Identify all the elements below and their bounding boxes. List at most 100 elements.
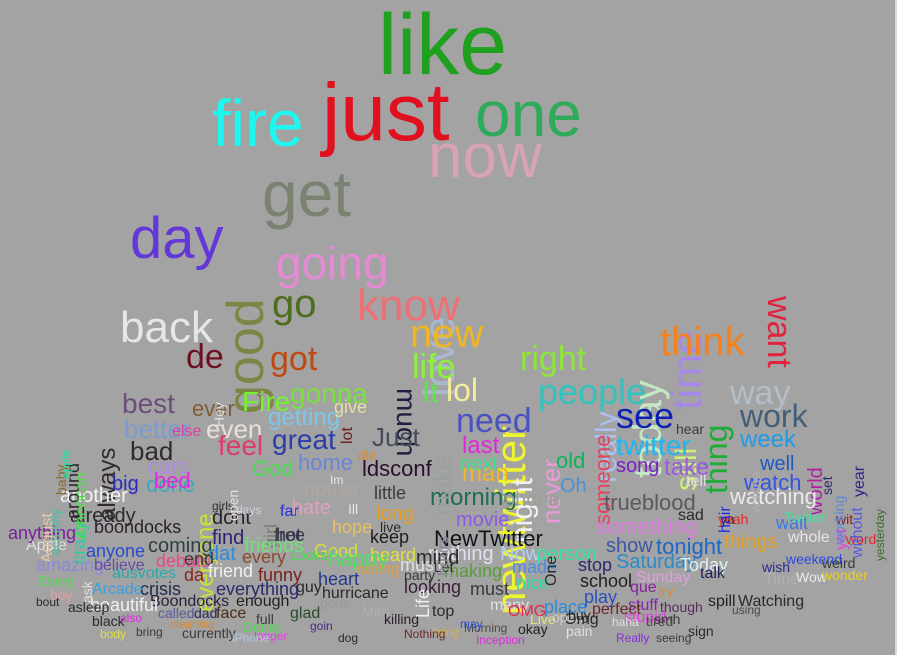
word-3: one — [475, 78, 582, 150]
word-60: take — [664, 454, 710, 481]
word-197: hair — [717, 506, 734, 533]
word-72: God — [252, 456, 294, 481]
word-168: person — [536, 543, 598, 565]
word-64: phone — [504, 489, 560, 511]
word-31: It — [422, 376, 439, 409]
word-135: wish — [762, 559, 791, 575]
word-153: dont — [212, 507, 251, 529]
word-172: One — [543, 555, 560, 586]
word-143: cars — [148, 454, 190, 479]
word-110: play — [584, 587, 618, 607]
word-239: open — [225, 489, 241, 521]
word-226: Live — [530, 611, 556, 627]
word-59: song — [616, 455, 660, 477]
word-162: dat — [208, 543, 236, 565]
word-1: just — [322, 67, 450, 158]
word-156: live — [380, 519, 402, 535]
word-76: boondocks — [94, 517, 182, 537]
word-175: OMG — [508, 603, 547, 620]
word-136: weekend — [786, 551, 843, 567]
word-9: going — [276, 237, 389, 289]
word-223: iPhone — [232, 631, 270, 645]
word-123: full — [256, 611, 274, 627]
word-125: goin — [310, 619, 333, 633]
word-203: Let — [434, 559, 454, 575]
word-85: Good — [314, 541, 359, 561]
word-193: working — [831, 495, 847, 544]
word-108: looking — [404, 577, 462, 597]
word-28: way — [730, 374, 791, 412]
word-36: see — [616, 395, 675, 436]
word-38: need — [456, 402, 532, 440]
word-161: happy — [328, 546, 388, 571]
word-186: tell — [686, 473, 707, 490]
word-217: also — [120, 611, 143, 625]
word-95: heart — [318, 569, 360, 589]
word-92: debate — [156, 551, 212, 571]
word-105: everything — [216, 579, 300, 599]
word-86: hot — [276, 525, 302, 545]
word-152: apple — [59, 449, 73, 479]
word-194: set — [819, 476, 835, 495]
word-88: things — [724, 531, 778, 553]
word-103: crisis — [140, 579, 181, 599]
word-158: hate — [292, 497, 331, 519]
word-238: days — [236, 503, 262, 517]
word-109: must — [470, 579, 510, 599]
word-18: new — [410, 312, 484, 356]
word-199: lot — [339, 427, 356, 444]
word-8: day — [130, 206, 224, 271]
word-29: gonna — [290, 378, 368, 409]
word-120: called — [158, 605, 195, 621]
word-182: sign — [688, 623, 714, 639]
word-4: now — [428, 122, 542, 191]
word-65: old — [556, 448, 586, 473]
word-206: Going — [242, 619, 280, 635]
word-58: next — [460, 453, 498, 475]
word-173: Sunday — [636, 569, 691, 586]
word-67: trueblood — [604, 490, 696, 515]
word-134: using — [732, 603, 761, 617]
word-14: know — [357, 281, 460, 330]
word-2: fire — [212, 86, 304, 160]
word-118: ausvotes — [112, 565, 177, 582]
word-70: house — [304, 479, 359, 501]
word-75: already — [70, 505, 136, 527]
word-230: Looks — [290, 547, 328, 563]
word-124: glad — [290, 605, 321, 622]
word-219: bout — [36, 595, 60, 609]
word-155: far — [280, 503, 299, 520]
word-163: every — [242, 547, 287, 567]
word-201: mind — [416, 547, 460, 569]
word-216: black — [92, 613, 125, 629]
word-208: living — [432, 625, 460, 639]
word-178: stupid — [624, 609, 667, 626]
word-183: Really — [616, 631, 650, 645]
word-61: watch — [744, 470, 802, 495]
word-78: NewTwitter — [434, 526, 543, 551]
word-128: killing — [384, 611, 420, 627]
word-80: something — [596, 514, 698, 539]
word-21: got — [270, 340, 318, 378]
word-129: Morning — [464, 621, 508, 635]
word-17: back — [120, 303, 213, 352]
word-137: weird — [822, 555, 856, 571]
word-102: que — [630, 579, 657, 596]
word-198: give — [334, 397, 368, 417]
word-169: stop — [578, 555, 613, 575]
word-68: watching — [730, 484, 817, 509]
word-69: little — [374, 483, 407, 503]
word-214: bring — [136, 625, 163, 639]
word-15: go — [272, 282, 317, 326]
word-91: anyone — [86, 541, 146, 561]
word-90: whole — [788, 529, 830, 546]
word-149: American — [73, 472, 90, 540]
word-234: party — [404, 567, 436, 583]
word-89: wait — [776, 513, 809, 533]
word-165: friend — [208, 561, 254, 581]
word-5: get — [262, 158, 351, 230]
word-187: ya — [720, 511, 735, 527]
word-138: year — [851, 465, 868, 497]
word-229: Hey — [211, 402, 227, 427]
word-221: ask — [79, 581, 95, 603]
